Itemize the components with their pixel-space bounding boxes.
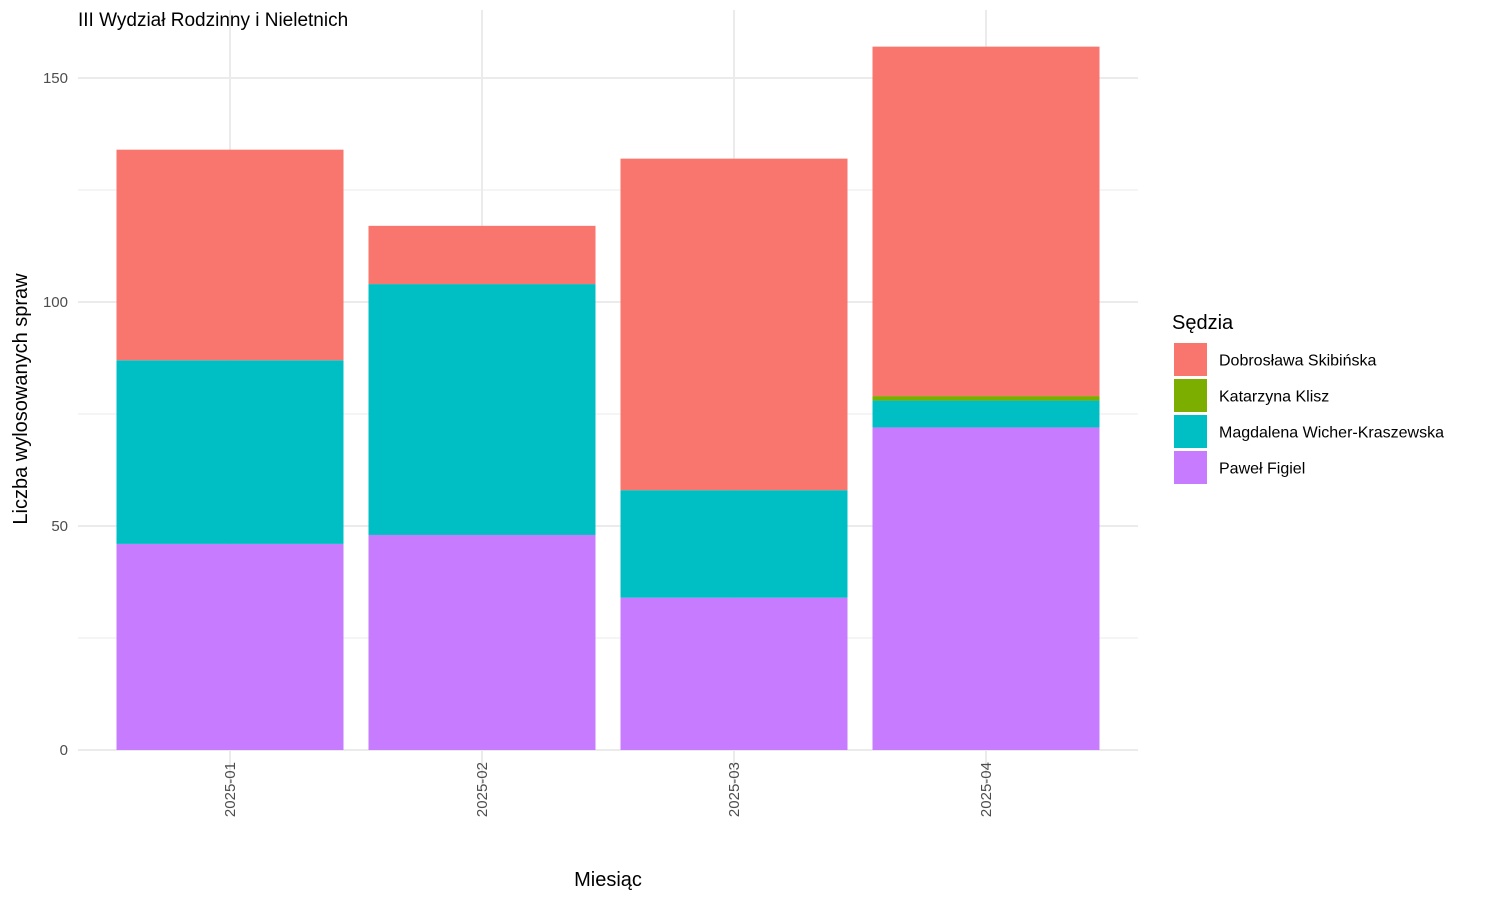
bar-segment (620, 597, 848, 750)
legend-label: Dobrosława Skibińska (1219, 353, 1377, 370)
x-tick-label: 2025-03 (726, 762, 743, 817)
bar-segment (872, 396, 1100, 401)
bar-segment (872, 427, 1100, 750)
legend: Sędzia Dobrosława Skibińska Katarzyna Kli… (1172, 312, 1444, 484)
y-tick-label: 0 (60, 742, 68, 759)
bar-segment (116, 149, 344, 361)
legend-items: Dobrosława Skibińska Katarzyna Klisz Magda… (1174, 343, 1444, 484)
x-tick-label: 2025-02 (474, 762, 491, 817)
legend-key (1174, 451, 1207, 484)
y-tick-label: 150 (43, 70, 68, 87)
legend-title: Sędzia (1172, 312, 1234, 334)
legend-key (1174, 343, 1207, 376)
y-tick-label: 100 (43, 294, 68, 311)
legend-key (1174, 379, 1207, 412)
axis-layer: 0 50 100 150 2025-01 2025-02 2025-03 2025-04 (43, 70, 995, 817)
chart-title: III Wydział Rodzinny i Nieletnich (78, 10, 348, 31)
bar-segment (116, 360, 344, 544)
y-tick-label: 50 (51, 518, 68, 535)
bars-layer (116, 46, 1100, 750)
bar-segment (620, 158, 848, 491)
bar-segment (368, 284, 596, 535)
x-tick-label: 2025-01 (222, 762, 239, 817)
legend-label: Katarzyna Klisz (1219, 389, 1329, 406)
legend-key (1174, 415, 1207, 448)
bar-segment (116, 543, 344, 750)
bar-segment (872, 46, 1100, 397)
bar-segment (872, 400, 1100, 428)
bar-segment (368, 534, 596, 750)
y-axis-title: Liczba wylosowanych spraw (10, 273, 32, 525)
legend-label: Magdalena Wicher-Kraszewska (1219, 425, 1444, 442)
bar-segment (368, 225, 596, 285)
legend-label: Paweł Figiel (1219, 461, 1305, 478)
x-tick-label: 2025-04 (978, 762, 995, 817)
bar-segment (620, 490, 848, 598)
x-axis-title: Miesiąc (574, 869, 642, 891)
